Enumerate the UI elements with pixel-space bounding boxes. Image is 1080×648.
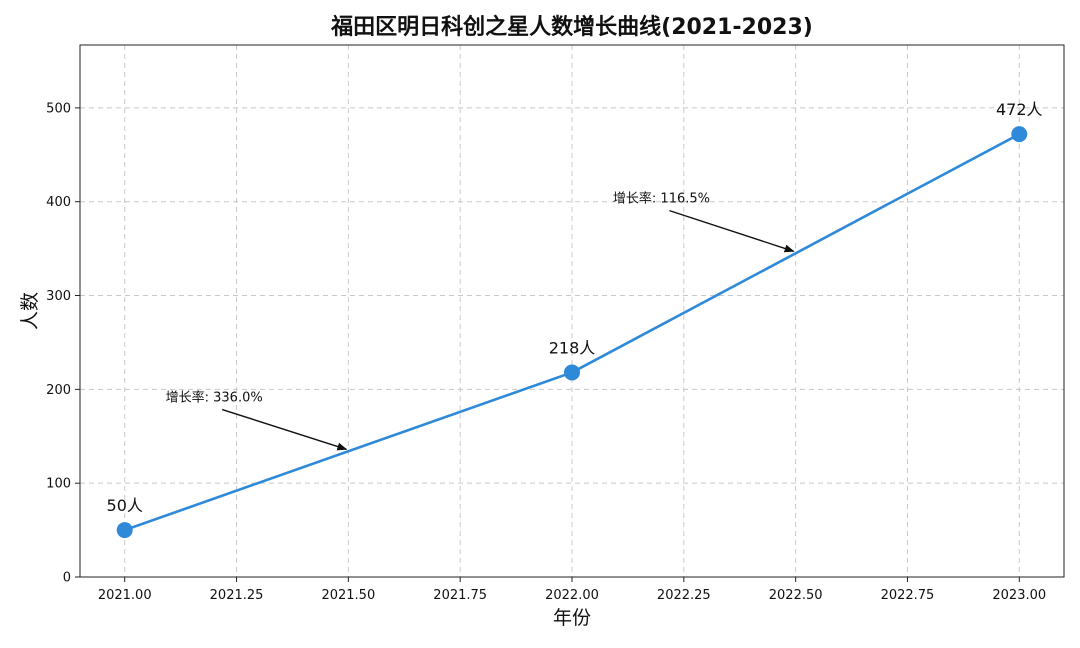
y-tick-label: 200 [46,383,71,398]
data-label: 50人 [107,496,143,515]
x-tick-label: 2022.00 [545,588,599,603]
x-tick-label: 2021.75 [433,588,487,603]
data-label: 472人 [996,100,1043,119]
data-point [116,522,133,539]
x-tick-label: 2021.50 [321,588,375,603]
x-tick-label: 2022.25 [657,588,711,603]
y-axis-label: 人数 [19,292,41,330]
data-point [564,364,580,381]
annotation-arrow [669,209,795,253]
x-tick-label: 2022.50 [769,588,823,603]
growth-rate-annotation: 增长率: 336.0% [166,390,263,406]
y-tick-label: 0 [63,571,71,586]
x-axis-label: 年份 [553,607,591,629]
x-axis-ticks: 2021.00 2021.25 2021.50 2021.75 2022.00 2022.… [98,577,1046,603]
x-tick-label: 2022.75 [881,588,935,603]
plot-frame [79,44,1065,578]
x-tick-label: 2021.25 [210,588,264,603]
data-label: 218人 [549,338,596,357]
y-tick-label: 400 [46,195,71,210]
y-tick-label: 100 [46,477,71,492]
x-tick-label: 2021.00 [98,588,152,603]
annotation-arrow [221,408,348,451]
grid-lines [80,45,1064,578]
y-axis-ticks: 0 100 200 300 400 500 [46,101,80,586]
data-series: 50人 218人 472人 [107,100,1043,539]
y-tick-label: 300 [46,289,71,304]
data-point [1011,126,1028,143]
growth-rate-annotation: 增长率: 116.5% [613,191,710,207]
chart-title: 福田区明日科创之星人数增长曲线(2021-2023) [330,14,813,40]
x-tick-label: 2023.00 [992,588,1046,603]
annotations: 增长率: 336.0% 增长率: 116.5% [166,191,795,451]
y-tick-label: 500 [46,101,71,116]
